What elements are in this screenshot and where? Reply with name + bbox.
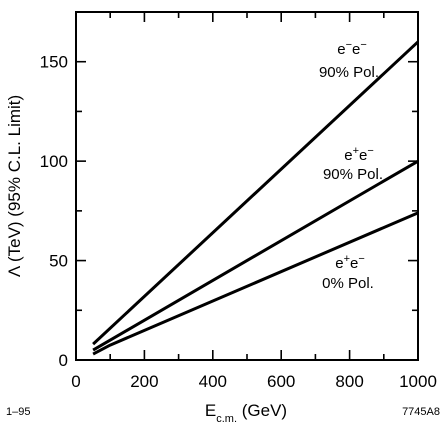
plot-area: 0 200 400 600 800 1000 0 50 100 150 <box>40 11 437 391</box>
series-label-2-line1: e+e− <box>344 145 374 164</box>
figure-code-left: 1–95 <box>6 406 30 418</box>
x-tick-label: 800 <box>335 372 363 391</box>
y-tick-labels: 0 50 100 150 <box>40 53 68 370</box>
series-label-1-line1: e−e− <box>337 39 367 58</box>
series-label-ee-minus: e−e− 90% Pol. <box>319 39 379 81</box>
series-lines <box>92 40 420 356</box>
y-tick-label: 100 <box>40 152 68 171</box>
series-label-ep-em-90: e+e− 90% Pol. <box>323 145 383 183</box>
series-label-ep-em-0: e+e− 0% Pol. <box>322 253 374 292</box>
x-tick-label: 400 <box>199 372 227 391</box>
series-label-1-line2: 90% Pol. <box>319 64 379 81</box>
y-tick-label: 0 <box>59 351 68 370</box>
series-label-3-line1: e+e− <box>335 253 365 272</box>
x-tick-label: 1000 <box>399 372 437 391</box>
y-tick-label: 50 <box>49 252 68 271</box>
x-tick-labels: 0 200 400 600 800 1000 <box>71 372 437 391</box>
axis-ticks <box>75 11 419 361</box>
x-tick-label: 200 <box>130 372 158 391</box>
x-tick-label: 600 <box>267 372 295 391</box>
y-axis-title: Λ (TeV) (95% C.L. Limit) <box>5 95 24 277</box>
x-tick-label: 0 <box>71 372 80 391</box>
series-label-2-line2: 90% Pol. <box>323 166 383 183</box>
series-line-3 <box>92 211 419 356</box>
series-line-2 <box>92 159 419 352</box>
figure-code-right: 7745A8 <box>402 406 440 418</box>
series-label-3-line2: 0% Pol. <box>322 275 374 292</box>
series-line-1 <box>92 40 420 346</box>
y-tick-label: 150 <box>40 53 68 72</box>
x-axis-title: Ec.m. (GeV) <box>205 401 287 425</box>
